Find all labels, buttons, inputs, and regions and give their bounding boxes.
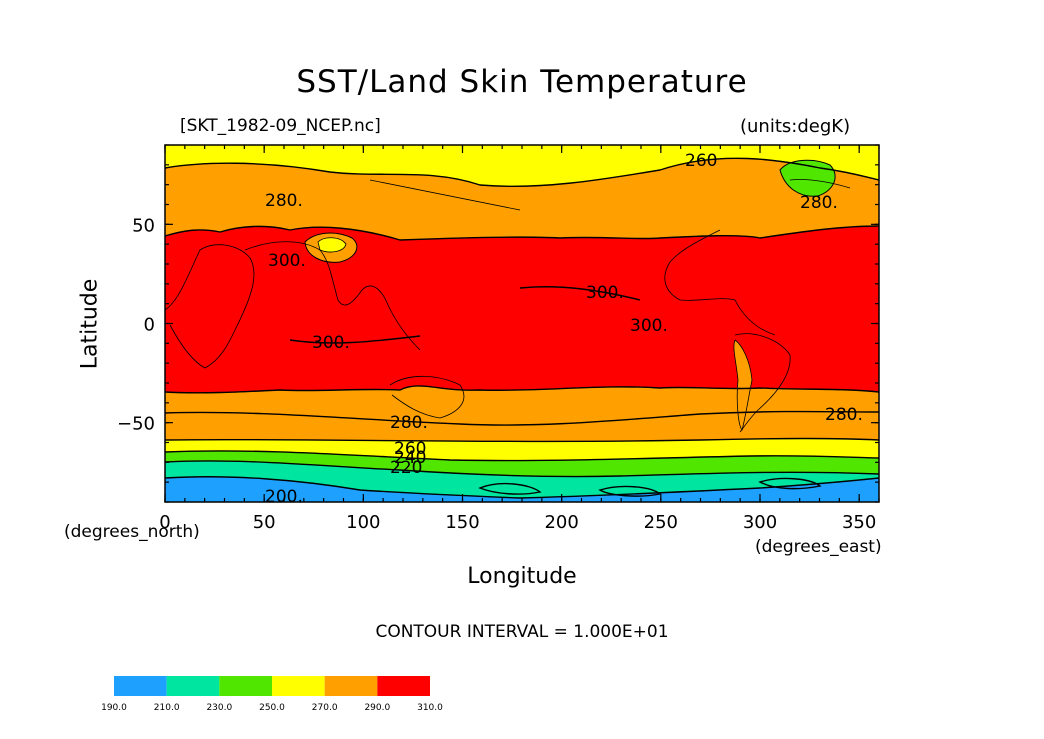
colorbar-swatch (166, 676, 220, 696)
colorbar-swatch (324, 676, 378, 696)
contour-label: 200. (265, 487, 303, 507)
coastlines (165, 179, 851, 433)
contour-label: 280. (825, 405, 863, 425)
colorbar: 190.0 210.0 230.0 250.0 270.0 290.0 310.0 (101, 676, 443, 713)
band-210-south (165, 476, 879, 502)
y-tick-label: −50 (117, 414, 155, 435)
x-tick-label: 50 (253, 512, 276, 533)
source-file-label: [SKT_1982-09_NCEP.nc] (180, 116, 381, 136)
contour-label: 260 (394, 439, 426, 459)
colorbar-level-label: 190.0 (101, 703, 127, 713)
x-axis-label: Longitude (467, 564, 577, 589)
colorbar-swatch (114, 676, 167, 696)
y-tick-labels: 50 0 −50 (117, 215, 155, 434)
x-tick-label: 300 (743, 512, 777, 533)
x-tick-labels: 0 50 100 150 200 250 300 350 (159, 512, 876, 533)
x-tick-label: 100 (346, 512, 380, 533)
contour-label: 300. (312, 333, 350, 353)
x-tick-label: 250 (644, 512, 678, 533)
temperature-field: 260 280. 280. 300. 300. 300. 300. 280. 2… (165, 145, 879, 507)
colorbar-level-label: 210.0 (154, 703, 180, 713)
colorbar-level-label: 290.0 (364, 703, 390, 713)
contour-label: 300. (268, 251, 306, 271)
y-tick-label: 50 (132, 215, 155, 236)
y-tick-label: 0 (144, 315, 155, 336)
contour-labels: 260 280. 280. 300. 300. 300. 300. 280. 2… (265, 151, 863, 507)
contour-interval-label: CONTOUR INTERVAL = 1.000E+01 (375, 622, 669, 642)
contour-label: 280. (390, 413, 428, 433)
colorbar-level-label: 270.0 (312, 703, 338, 713)
units-label: (units:degK) (740, 116, 851, 137)
chart-title: SST/Land Skin Temperature (296, 64, 748, 100)
contour-label: 300. (630, 316, 668, 336)
axis-ticks (164, 144, 880, 503)
x-tick-label: 0 (159, 512, 170, 533)
colorbar-swatch (272, 676, 325, 696)
x-tick-label: 350 (842, 512, 876, 533)
contour-label: 280. (800, 193, 838, 213)
x-tick-label: 150 (445, 512, 479, 533)
band-310-tropics (165, 226, 879, 393)
colorbar-level-label: 230.0 (206, 703, 232, 713)
contour-label: 240 (394, 448, 426, 468)
colorbar-level-label: 310.0 (417, 703, 443, 713)
x-axis-units: (degrees_east) (755, 537, 882, 557)
colorbar-swatch (219, 676, 272, 696)
x-tick-label: 200 (544, 512, 578, 533)
contour-label: 280. (265, 191, 303, 211)
colorbar-level-label: 250.0 (259, 703, 285, 713)
contour-label: 300. (586, 283, 624, 303)
contour-label: 260 (685, 151, 717, 171)
y-axis-units: (degrees_north) (64, 522, 200, 542)
tibet-core (317, 237, 347, 253)
contour-label: 220 (390, 458, 422, 478)
colorbar-swatch (377, 676, 430, 696)
greenland-cold-patch (779, 159, 836, 197)
contour-lines (165, 157, 879, 499)
